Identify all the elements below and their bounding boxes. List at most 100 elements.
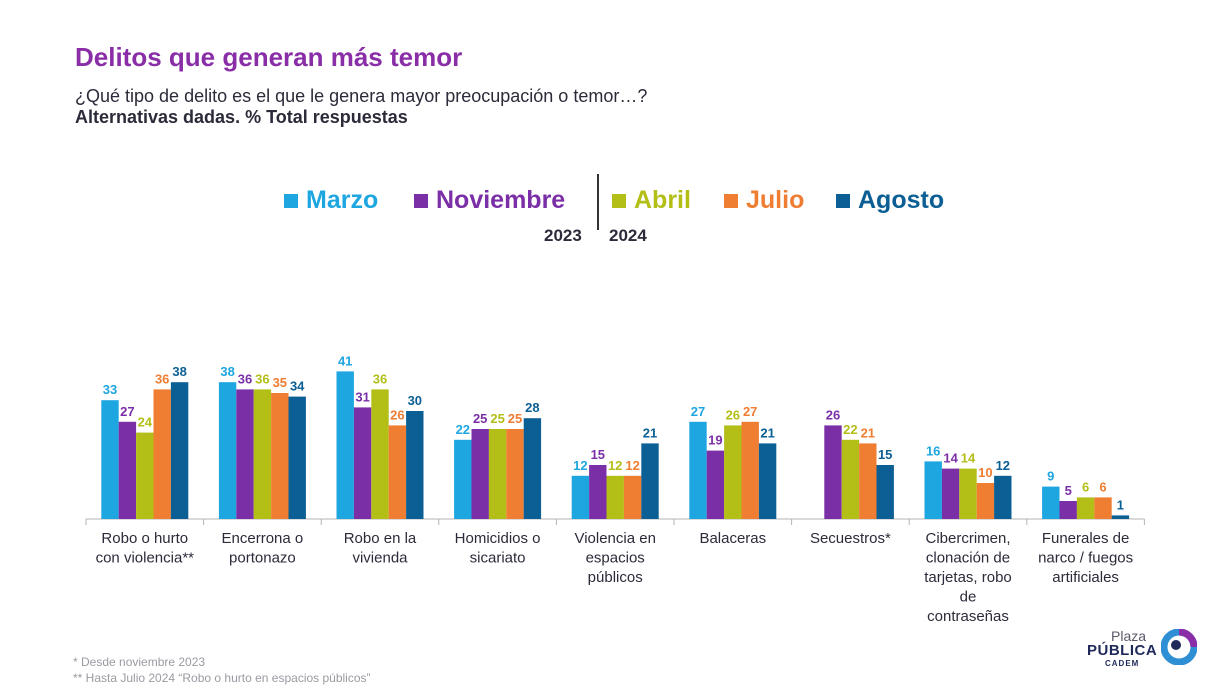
category-label: Balaceras (699, 530, 766, 547)
bar (741, 421, 759, 519)
category-label: Violencia en espacios públicos (574, 530, 655, 586)
bar (606, 475, 624, 519)
bar (471, 429, 489, 519)
legend-item-julio: Julio (724, 186, 804, 215)
bar (589, 465, 607, 519)
bar (170, 382, 189, 519)
bar (841, 439, 860, 519)
category-label: Funerales de narco / fuegos artificiales (1038, 530, 1133, 586)
bar (959, 468, 977, 519)
bar (488, 429, 507, 519)
data-label: 22 (843, 422, 857, 437)
bar (1111, 515, 1130, 519)
data-label: 10 (978, 465, 992, 480)
data-label: 36 (373, 371, 387, 386)
data-label: 19 (708, 433, 722, 448)
bar (118, 421, 137, 519)
bar (523, 418, 542, 519)
data-label: 12 (996, 458, 1010, 473)
response-note: Alternativas dadas. % Total respuestas (75, 107, 408, 127)
category-label: Secuestros* (810, 530, 891, 547)
bar (1094, 497, 1112, 519)
data-label: 38 (220, 364, 234, 379)
data-label: 15 (591, 447, 605, 462)
bar (236, 389, 254, 519)
data-label: 26 (726, 407, 740, 422)
data-label: 12 (625, 458, 639, 473)
data-label: 9 (1047, 469, 1054, 484)
data-label: 38 (172, 364, 186, 379)
bar (388, 425, 407, 519)
plaza-publica-cadem-logo: Plaza PÚBLICA CADEM (1085, 628, 1205, 673)
data-label: 21 (643, 425, 657, 440)
data-label: 1 (1117, 497, 1124, 512)
data-label: 6 (1082, 479, 1089, 494)
legend-item-marzo: Marzo (284, 186, 378, 215)
legend-swatch (724, 193, 738, 208)
chart-legend: Marzo Noviembre Abril Julio Agosto 2023 … (0, 174, 1227, 256)
bar (724, 425, 742, 519)
data-label: 28 (525, 400, 539, 415)
year-label-2024: 2024 (609, 226, 647, 245)
bar (1076, 497, 1095, 519)
legend-label: Marzo (306, 186, 379, 214)
bar (353, 407, 372, 519)
legend-swatch (414, 193, 428, 208)
data-label: 6 (1099, 479, 1106, 494)
bar (859, 443, 877, 519)
logo-text-cadem: CADEM (1105, 659, 1140, 668)
bar (336, 371, 354, 519)
data-label: 25 (473, 411, 487, 426)
year-label-2023: 2023 (544, 226, 582, 245)
data-label: 12 (608, 458, 622, 473)
bar (101, 400, 119, 519)
data-label: 27 (691, 404, 705, 419)
bar (824, 425, 842, 519)
bar (976, 483, 995, 519)
data-label: 36 (255, 371, 269, 386)
data-label: 36 (238, 371, 252, 386)
data-label: 21 (760, 425, 774, 440)
legend-item-abril: Abril (612, 186, 691, 215)
legend-swatch (836, 193, 850, 208)
data-label: 30 (408, 393, 422, 408)
bar (941, 468, 960, 519)
bar (288, 396, 306, 519)
bar (153, 389, 171, 519)
data-label: 36 (155, 371, 169, 386)
bar (758, 443, 777, 519)
footnote-2: ** Hasta Julio 2024 “Robo o hurto en esp… (73, 671, 371, 685)
data-label: 41 (338, 353, 352, 368)
bar (1042, 486, 1060, 519)
data-label: 15 (878, 447, 892, 462)
logo-text-plaza: Plaza (1111, 628, 1147, 644)
bar (706, 450, 725, 519)
category-label: Robo en la vivienda (344, 530, 417, 567)
data-label: 12 (573, 458, 587, 473)
bar (994, 475, 1012, 519)
data-label: 14 (943, 451, 958, 466)
bar (689, 421, 707, 519)
page-title: Delitos que generan más temor (75, 42, 463, 72)
bar (218, 382, 237, 519)
footnote-1: * Desde noviembre 2023 (73, 655, 206, 669)
category-label: Cibercrimen, clonación de tarjetas, robo de… (924, 530, 1012, 625)
legend-label: Julio (746, 186, 805, 214)
legend-label: Noviembre (436, 186, 566, 214)
bar (454, 439, 472, 519)
data-label: 26 (826, 407, 840, 422)
data-label: 22 (456, 422, 470, 437)
data-label: 24 (138, 415, 153, 430)
category-label: Homicidios o sicariato (455, 530, 541, 567)
data-label: 31 (355, 389, 369, 404)
data-label: 25 (490, 411, 504, 426)
legend-label: Agosto (858, 186, 945, 214)
logo-mark-icon (1161, 629, 1197, 665)
category-label: Robo o hurto con violencia** (96, 530, 195, 567)
data-label: 35 (273, 375, 287, 390)
data-label: 14 (961, 451, 976, 466)
data-label: 5 (1065, 483, 1072, 498)
bar (406, 411, 424, 519)
category-label: Encerrona o portonazo (222, 530, 304, 567)
